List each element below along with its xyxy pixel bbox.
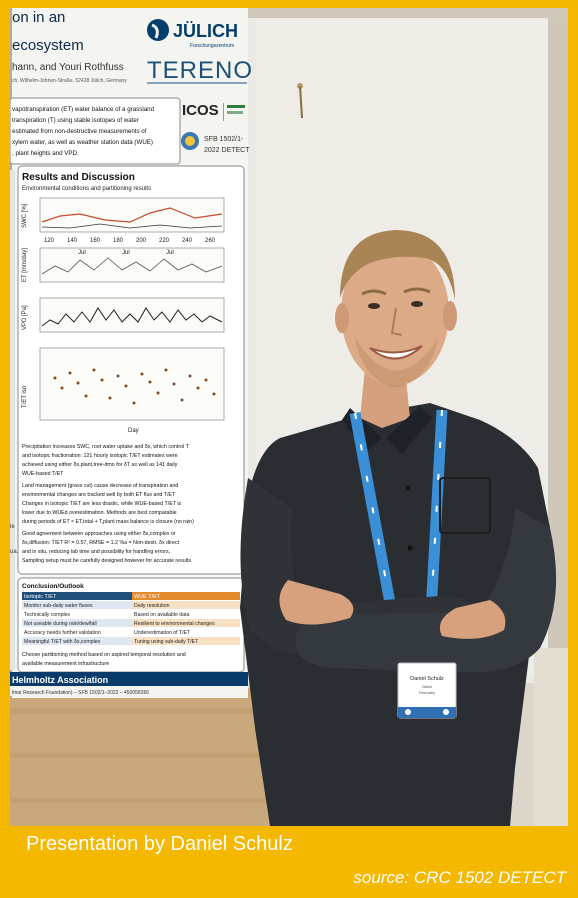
footer-sub: lmar Research Foundation) – SFB 1502/1–2… [12, 690, 149, 696]
abstract-line-1: vapotranspiration (ET) water balance of … [12, 106, 155, 113]
tick-8: 260 [205, 238, 216, 244]
panel-label-4: T/ET iso [22, 385, 28, 408]
photo-scene: on in an ecosystem hann, and Youri Rothf… [10, 8, 568, 826]
abstract-line-3: estimated from non-destructive measureme… [12, 128, 147, 135]
abstract-line-4: xylem water, as well as weather station … [12, 139, 153, 146]
badge-line-2: Jülich [422, 684, 432, 689]
closing-line-2: available measurement infrastructure [22, 661, 109, 667]
tereno-logo: TERENO [147, 57, 253, 84]
discussion-line-7: Changes in isotopic T/ET are less drasti… [22, 501, 182, 507]
person [240, 230, 557, 826]
poster-title-line-1: on in an [12, 9, 65, 26]
icos-logo: ICOS [182, 102, 219, 119]
table-row-5-left: Meaningful T/ET with δs,complex [24, 639, 101, 645]
badge-name: Daniel Schulz [410, 676, 444, 682]
table-row-2-left: Technically complex [24, 612, 71, 618]
left-edge-text-1: le [10, 524, 15, 530]
julich-logo-text: JÜLICH [173, 21, 238, 41]
closing-line-1: Choose partitioning method based on aspi… [22, 652, 186, 658]
tick-2: 140 [67, 238, 78, 244]
table-header-right: WUE T/ET [134, 594, 161, 600]
tick-6: 220 [159, 238, 170, 244]
footer-org: Helmholtz Association [12, 675, 108, 685]
tick-4: 180 [113, 238, 124, 244]
table-row-3-right: Resilient to environmental changes [134, 621, 215, 627]
julich-logo-sub: Forschungszentrum [190, 43, 234, 49]
table-row-4-right: Underestimation of T/ET [134, 630, 191, 636]
discussion-line-8: lower due to WUEd overestimation. Method… [22, 510, 177, 516]
table-row-4-left: Accuracy needs further validation [24, 630, 101, 636]
discussion-line-5: Land management (grass cut) cause decrea… [22, 483, 178, 489]
poster: on in an ecosystem hann, and Youri Rothf… [10, 8, 253, 698]
table-row-3-left: Not useable during rain/dew/fall [24, 621, 97, 627]
poster-authors: hann, and Youri Rothfuss [12, 62, 124, 73]
discussion-line-1: Precipitation increases SWC, root water … [22, 444, 190, 450]
discussion-line-9: during periods of ET ≈ ET,total + T,plan… [22, 519, 194, 525]
detect-text: 2022 DETECT [204, 147, 250, 154]
discussion-line-4: WUE-based T/ET [22, 471, 64, 477]
discussion-line-6: environmental changes are tracked well b… [22, 492, 176, 498]
table-row-1-right: Daily resolution [134, 603, 170, 609]
tick-1: 120 [44, 238, 55, 244]
results-heading: Results and Discussion [22, 172, 135, 183]
poster-title-line-2: ecosystem [12, 37, 84, 54]
discussion-line-2: and isotopic fractionation: 121 hourly i… [22, 453, 178, 459]
month-label-2: Jul [122, 250, 130, 256]
source-credit: source: CRC 1502 DETECT [353, 868, 566, 887]
table-header-left: Isotopic T/ET [24, 594, 57, 600]
poster-axis-ticks: 120 140 160 180 200 220 240 260 [44, 238, 216, 244]
panel-label-3: VPD [Pa] [22, 305, 28, 330]
caption-text: Presentation by Daniel Schulz [26, 833, 293, 855]
discussion-text: Precipitation increases SWC, root water … [22, 444, 194, 564]
tick-7: 240 [182, 238, 193, 244]
name-badge: Daniel Schulz Jülich Germany [397, 662, 457, 719]
month-label-3: Jul [166, 250, 174, 256]
hair [340, 230, 455, 300]
panel-label-1: SWC [%] [22, 203, 28, 228]
discussion-line-11: δs,diffusion: T/ET R² = 0.57, RMSE = 1.2… [22, 540, 180, 546]
discussion-line-3: achieved using either δs,plant,tree-dmo … [22, 462, 178, 468]
tick-5: 200 [136, 238, 147, 244]
poster-address: ch, Wilhelm-Johnen-Straße, 52428 Jülich,… [12, 78, 127, 84]
results-subheading: Environmental conditions and partitionin… [22, 186, 151, 192]
badge-line-3: Germany [419, 690, 435, 695]
table-row-2-right: Based on available data [134, 612, 189, 618]
discussion-line-13: Sampling setup must be carefully designe… [22, 558, 191, 564]
conclusion-heading: Conclusion/Outlook [22, 583, 84, 590]
table-row-5-right: Tuning using sub-daily T/ET [134, 639, 199, 645]
abstract-line-5: , plant heights and VPD. [12, 150, 79, 157]
sfb-text: SFB 1502/1- [204, 136, 244, 143]
conclusion-table: Monitor sub-daily water fluxes Daily res… [22, 601, 240, 645]
panel-label-2: ET [mm/day] [22, 248, 28, 282]
julich-logo: JÜLICH Forschungszentrum [147, 19, 238, 49]
left-edge-text-2: ua. [10, 549, 19, 555]
discussion-line-10: Good agreement between approaches using … [22, 531, 176, 537]
discussion-line-12: and in situ, reducing lab time and possi… [22, 549, 170, 555]
x-axis-label: Day [128, 428, 139, 434]
month-label-1: Jul [78, 250, 86, 256]
photo: on in an ecosystem hann, and Youri Rothf… [10, 8, 568, 826]
abstract-line-2: transpiration (T) using stable isotopes … [12, 117, 139, 124]
tick-3: 160 [90, 238, 101, 244]
table-row-1-left: Monitor sub-daily water fluxes [24, 603, 93, 609]
poster-charts: 120 140 160 180 200 220 240 260 Jul Jul … [22, 197, 225, 434]
